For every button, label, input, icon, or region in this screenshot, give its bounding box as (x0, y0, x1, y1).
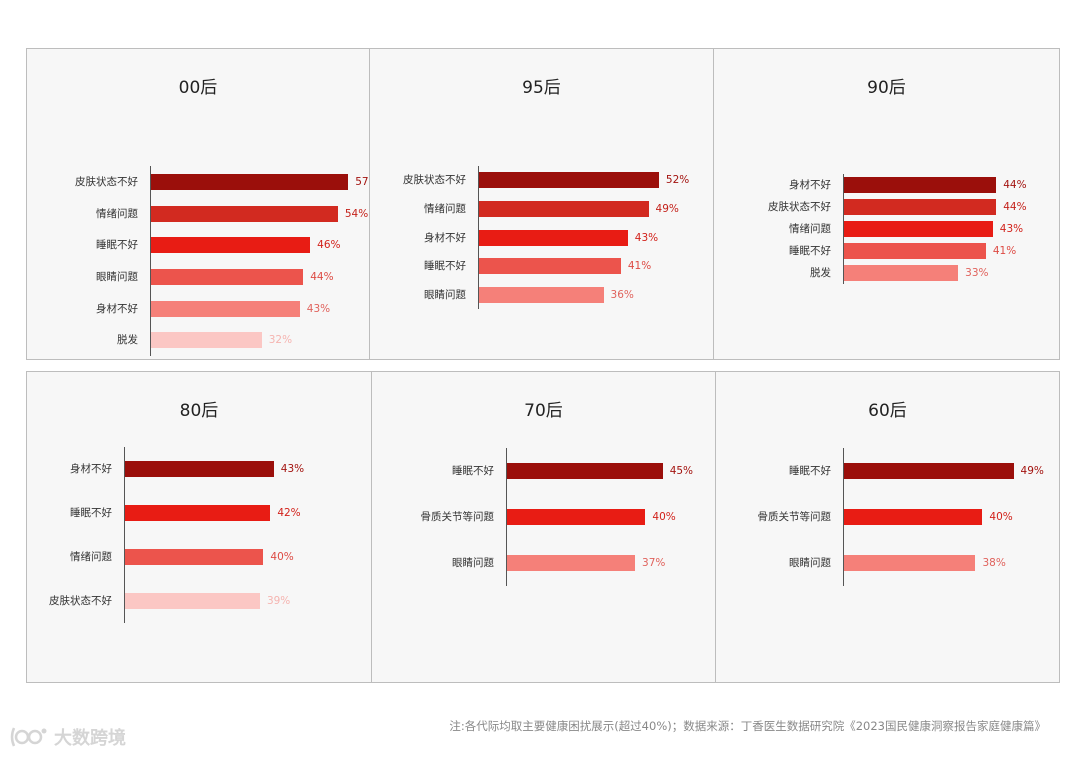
bar (151, 173, 349, 190)
footnote: 注:各代际均取主要健康困扰展示(超过40%)；数据来源：丁香医生数据研究院《20… (449, 719, 1046, 733)
value-label: 38% (982, 557, 1006, 569)
chart-panel-2: 95后皮肤状态不好 52% 情绪问题 49% 身材不好 43% 睡眠不好 41% 眼睛问题 36% (369, 48, 714, 360)
value-label: 54% (344, 207, 369, 220)
chart-panel-1: 00后 皮肤状态不好 57% 情绪问题 54% 睡眠不好 46% 眼睛问题 44% 身材不好 43%… (26, 48, 379, 360)
bar (479, 172, 659, 189)
bar (151, 205, 338, 222)
value-label: 42% (277, 507, 301, 519)
bar (844, 177, 997, 193)
bar (125, 549, 264, 565)
category-label: 睡眠不好 (789, 245, 831, 257)
value-label: 33% (965, 267, 989, 279)
bar (507, 509, 646, 525)
bar (479, 229, 628, 246)
bar (479, 258, 621, 275)
bar (507, 463, 663, 479)
value-label: 32% (268, 334, 293, 347)
category-label: 眼睛问题 (424, 288, 466, 301)
category-label: 身材不好 (70, 463, 112, 475)
y-axis-line (506, 448, 507, 586)
bar (479, 200, 649, 217)
category-label: 睡眠不好 (789, 465, 831, 477)
value-label: 46% (317, 239, 341, 252)
value-label: 39% (266, 595, 291, 607)
bar (151, 268, 304, 285)
category-label: 骨质关节等问题 (757, 511, 832, 523)
chart-panel-6: 60后睡眠不好 49% 骨质关节等问题 40% 眼睛问题 38% (715, 371, 1060, 683)
category-label: 睡眠不好 (70, 507, 112, 519)
chart-panel-5: 70后睡眠不好 45% 骨质关节等问题 40% 眼睛问题 37% (371, 371, 716, 683)
y-axis-line (478, 166, 479, 309)
category-label: 情绪问题 (424, 202, 466, 215)
category-label: 皮肤状态不好 (768, 201, 831, 213)
value-label: 44% (1003, 179, 1027, 191)
bar (844, 555, 976, 571)
value-label: 44% (310, 270, 334, 283)
category-label: 情绪问题 (789, 223, 831, 235)
value-label: 49% (655, 202, 679, 215)
category-label: 睡眠不好 (96, 239, 138, 252)
category-label: 脱发 (810, 267, 831, 279)
watermark-text: 大数跨境 (54, 728, 126, 749)
category-label: 身材不好 (789, 179, 831, 191)
watermark-logo-icon (10, 727, 47, 747)
y-axis-line (843, 174, 844, 284)
category-label: 皮肤状态不好 (75, 175, 138, 188)
category-label: 睡眠不好 (452, 465, 494, 477)
value-label: 40% (652, 511, 676, 523)
y-axis-line (843, 448, 844, 586)
bar (151, 237, 311, 254)
value-label: 43% (306, 302, 331, 315)
bar (151, 300, 300, 317)
value-label: 36% (610, 288, 634, 301)
category-label: 眼睛问题 (789, 557, 831, 569)
value-label: 44% (1003, 201, 1027, 213)
value-label: 37% (642, 557, 666, 569)
value-label: 41% (992, 245, 1017, 257)
chart-title: 80后 (179, 401, 219, 421)
bar (844, 265, 959, 281)
category-label: 睡眠不好 (424, 260, 466, 273)
category-label: 眼睛问题 (96, 270, 138, 283)
watermark: 大数跨境 (8, 724, 126, 750)
bar (844, 243, 986, 259)
chart-title: 00后 (178, 78, 218, 98)
category-label: 身材不好 (424, 231, 466, 244)
value-label: 41% (627, 260, 652, 273)
bar (844, 221, 993, 237)
chart-title: 60后 (868, 401, 907, 421)
bar (125, 505, 271, 521)
value-label: 49% (1020, 465, 1044, 477)
bar (844, 463, 1014, 479)
y-axis-line (150, 166, 151, 356)
bar (125, 461, 274, 477)
category-label: 情绪问题 (70, 551, 112, 563)
value-label: 40% (270, 551, 294, 563)
bar (844, 509, 983, 525)
category-label: 骨质关节等问题 (420, 511, 495, 523)
category-label: 身材不好 (96, 302, 138, 315)
category-label: 脱发 (117, 334, 138, 347)
chart-panel-4: 80后身材不好 43% 睡眠不好 42% 情绪问题 40% 皮肤状态不好 39% (26, 371, 372, 683)
value-label: 52% (665, 174, 690, 187)
category-label: 眼睛问题 (452, 557, 494, 569)
bar (479, 286, 604, 303)
chart-title: 90后 (867, 78, 906, 98)
bar (507, 555, 636, 571)
category-label: 情绪问题 (96, 207, 138, 220)
category-label: 皮肤状态不好 (403, 174, 466, 187)
value-label: 45% (669, 465, 694, 477)
value-label: 43% (634, 231, 659, 244)
value-label: 43% (999, 223, 1024, 235)
bar (125, 593, 260, 609)
bar (844, 199, 997, 215)
chart-panel-3: 90后身材不好 44% 皮肤状态不好 44% 情绪问题 43% 睡眠不好 41% 脱发 33% (713, 48, 1060, 360)
bar (151, 332, 262, 349)
category-label: 皮肤状态不好 (49, 595, 112, 607)
value-label: 43% (280, 463, 305, 475)
chart-title: 70后 (524, 401, 563, 421)
value-label: 40% (989, 511, 1013, 523)
y-axis-line (124, 447, 125, 623)
chart-title: 95后 (522, 78, 561, 98)
